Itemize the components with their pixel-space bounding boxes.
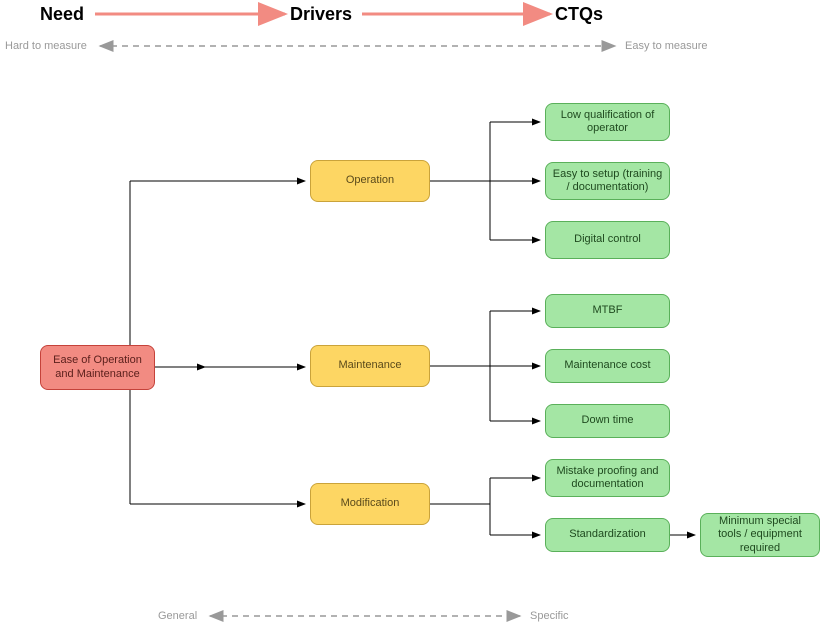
need-node: Ease of Operation and Maintenance — [40, 345, 155, 390]
ctq-digital-control: Digital control — [545, 221, 670, 259]
ctq-min-tools: Minimum special tools / equipment requir… — [700, 513, 820, 557]
ctq-maintenance-cost: Maintenance cost — [545, 349, 670, 383]
driver-maintenance: Maintenance — [310, 345, 430, 387]
axis-top-left: Hard to measure — [5, 40, 87, 52]
header-ctqs: CTQs — [555, 4, 603, 25]
ctq-low-qualification: Low qualification of operator — [545, 103, 670, 141]
header-need: Need — [40, 4, 84, 25]
ctq-mtbf: MTBF — [545, 294, 670, 328]
driver-modification: Modification — [310, 483, 430, 525]
axis-bottom-right: Specific — [530, 610, 569, 622]
axis-bottom-left: General — [158, 610, 197, 622]
ctq-mistake-proofing: Mistake proofing and documentation — [545, 459, 670, 497]
header-drivers: Drivers — [290, 4, 352, 25]
ctq-easy-setup: Easy to setup (training / documentation) — [545, 162, 670, 200]
axis-top-right: Easy to measure — [625, 40, 708, 52]
ctq-down-time: Down time — [545, 404, 670, 438]
driver-operation: Operation — [310, 160, 430, 202]
ctq-standardization: Standardization — [545, 518, 670, 552]
